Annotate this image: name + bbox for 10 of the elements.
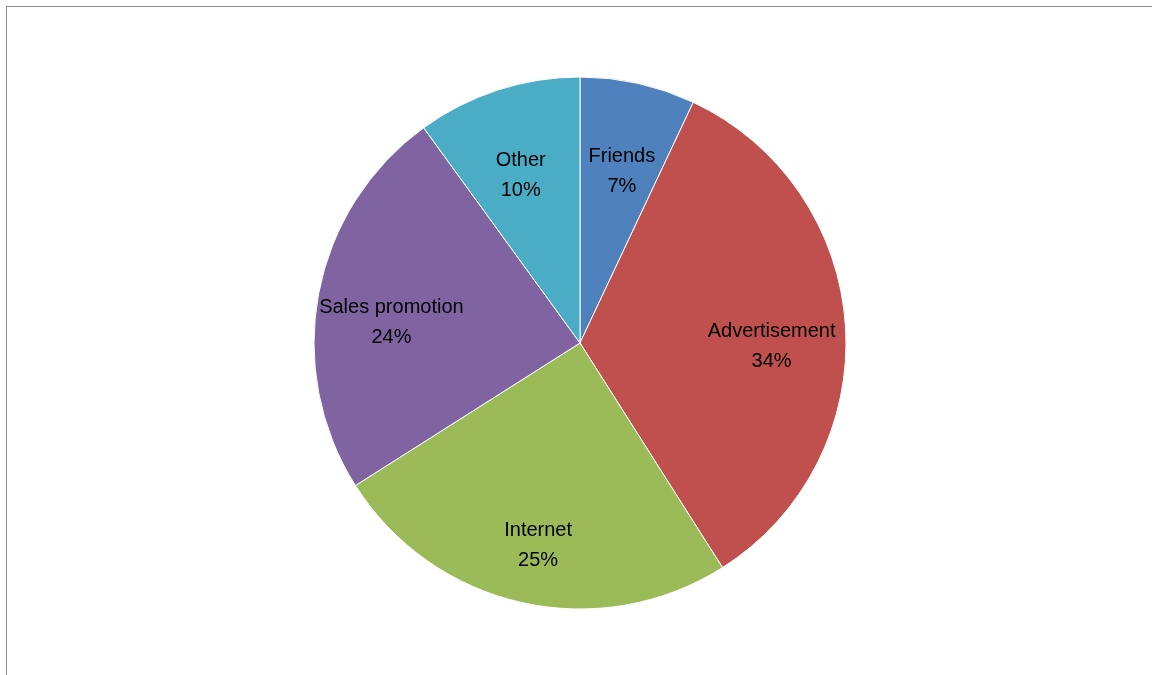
slice-label: Advertisement — [707, 318, 836, 341]
slice-label: Internet — [504, 518, 573, 541]
data-label: 7% — [607, 173, 637, 196]
data-label: 34% — [751, 348, 792, 371]
slice-label: Other — [495, 148, 547, 171]
slice-label: Friends — [588, 143, 656, 166]
slice-label: Sales promotion — [319, 295, 464, 318]
data-label: 10% — [500, 178, 541, 201]
data-label: 25% — [518, 548, 559, 571]
data-label: 24% — [371, 325, 412, 348]
